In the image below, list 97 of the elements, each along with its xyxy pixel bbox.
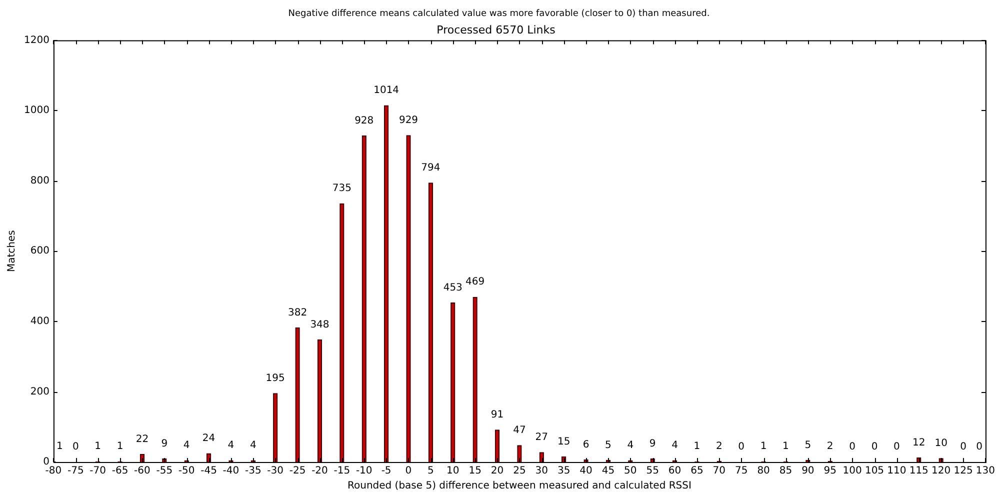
data-label: 0 [960,442,966,453]
data-label: 12 [912,437,926,448]
x-tick-label: 60 [668,466,682,477]
x-tick-label: 105 [864,466,884,477]
x-tick-label: 80 [757,466,770,477]
x-tick-label: -25 [289,466,306,477]
x-tick-label: 65 [690,466,704,477]
data-label: 382 [288,307,308,318]
y-tick-label: 1000 [24,105,50,116]
x-tick-label: -15 [334,466,350,477]
data-label: 0 [849,442,856,453]
data-label: 348 [310,319,330,330]
x-tick-label: 95 [824,466,836,477]
x-tick-label: 20 [490,466,504,477]
data-label: 929 [398,115,418,126]
x-tick-label: -35 [244,466,262,477]
x-tick-label: -20 [312,466,328,477]
x-tick-label: -75 [67,466,84,477]
x-tick-label: -60 [134,466,150,477]
x-tick-label: 10 [446,466,460,477]
x-tick-label: -80 [45,466,62,477]
x-tick-label: 45 [602,466,615,477]
x-tick-label: 5 [428,466,434,477]
x-tick-label: 110 [887,466,906,477]
y-tick-label: 600 [30,246,50,257]
data-label: 1 [760,441,767,452]
data-label: 5 [605,440,612,451]
y-tick-label: 200 [30,386,50,398]
y-tick-label: 800 [30,175,50,186]
data-label: 2 [716,440,722,452]
x-tick-label: -50 [178,466,195,477]
data-label: 4 [672,440,678,452]
data-label: 794 [421,162,440,174]
data-label: 469 [466,276,485,288]
data-label: 0 [976,442,982,453]
x-tick-label: 125 [954,466,973,477]
x-tick-label: 130 [976,466,996,477]
data-label: 91 [490,410,504,421]
x-tick-label: 15 [468,466,482,477]
data-label: 9 [649,438,656,450]
y-axis-title: Matches [6,230,18,272]
data-label: 0 [894,442,900,453]
x-tick-label: 55 [646,466,659,477]
data-label: 195 [266,373,285,384]
x-tick-label: -70 [90,466,106,477]
data-label: 10 [934,438,948,450]
data-label: 1014 [374,85,400,96]
x-tick-label: 120 [932,466,951,477]
x-tick-label: -30 [267,466,284,477]
x-tick-label: 70 [712,466,726,477]
data-label: 47 [513,425,526,436]
x-tick-label: 25 [513,466,526,477]
data-label: 2 [826,440,834,452]
data-label: 4 [183,440,190,452]
x-tick-label: 40 [580,466,592,477]
x-tick-label: -40 [222,466,240,477]
x-tick-label: 50 [624,466,637,477]
x-axis-title: Rounded (base 5) difference between measured and calculated RSSI [347,480,692,492]
data-label: 15 [557,436,570,448]
x-tick-label: -5 [381,466,392,477]
data-label: 1 [694,441,700,452]
data-label: 6 [582,439,590,450]
data-label: 1 [94,441,102,452]
chart-title: Processed 6570 Links [436,23,556,36]
x-tick-label: 115 [909,466,928,477]
text: Negative difference means calculated value was more favorable (closer to 0) than measured. [287,9,711,19]
data-label: 0 [72,442,79,453]
data-label: 453 [443,282,462,294]
data-label: 1 [56,441,63,452]
data-label: 4 [228,440,234,452]
x-tick-label: 75 [734,466,748,477]
x-tick-label: 30 [535,466,548,477]
x-tick-label: 35 [557,466,570,477]
x-tick-label: 100 [842,466,862,477]
data-label: 0 [738,442,745,453]
data-label: 22 [136,434,149,445]
x-tick-label: -45 [200,466,217,477]
y-tick-label: 1200 [24,34,50,46]
x-tick-label: 85 [779,466,792,477]
x-tick-label: -10 [356,466,372,477]
data-label: 1 [782,441,789,452]
data-label: 928 [354,115,374,126]
y-tick-label: 400 [30,316,50,327]
data-label: 9 [161,438,168,450]
data-label: 4 [250,440,256,452]
x-tick-label: 0 [405,466,412,477]
data-label: 735 [332,183,352,194]
data-label: 24 [202,433,216,444]
x-tick-label: -55 [156,466,173,477]
data-label: 27 [535,432,548,444]
data-label: 4 [627,440,634,452]
data-label: 1 [116,441,124,452]
y-tick-label: 0 [43,456,50,468]
data-label: 5 [804,440,812,451]
data-label: 0 [871,442,878,453]
x-tick-label: -65 [112,466,128,477]
x-tick-label: 90 [802,466,814,477]
